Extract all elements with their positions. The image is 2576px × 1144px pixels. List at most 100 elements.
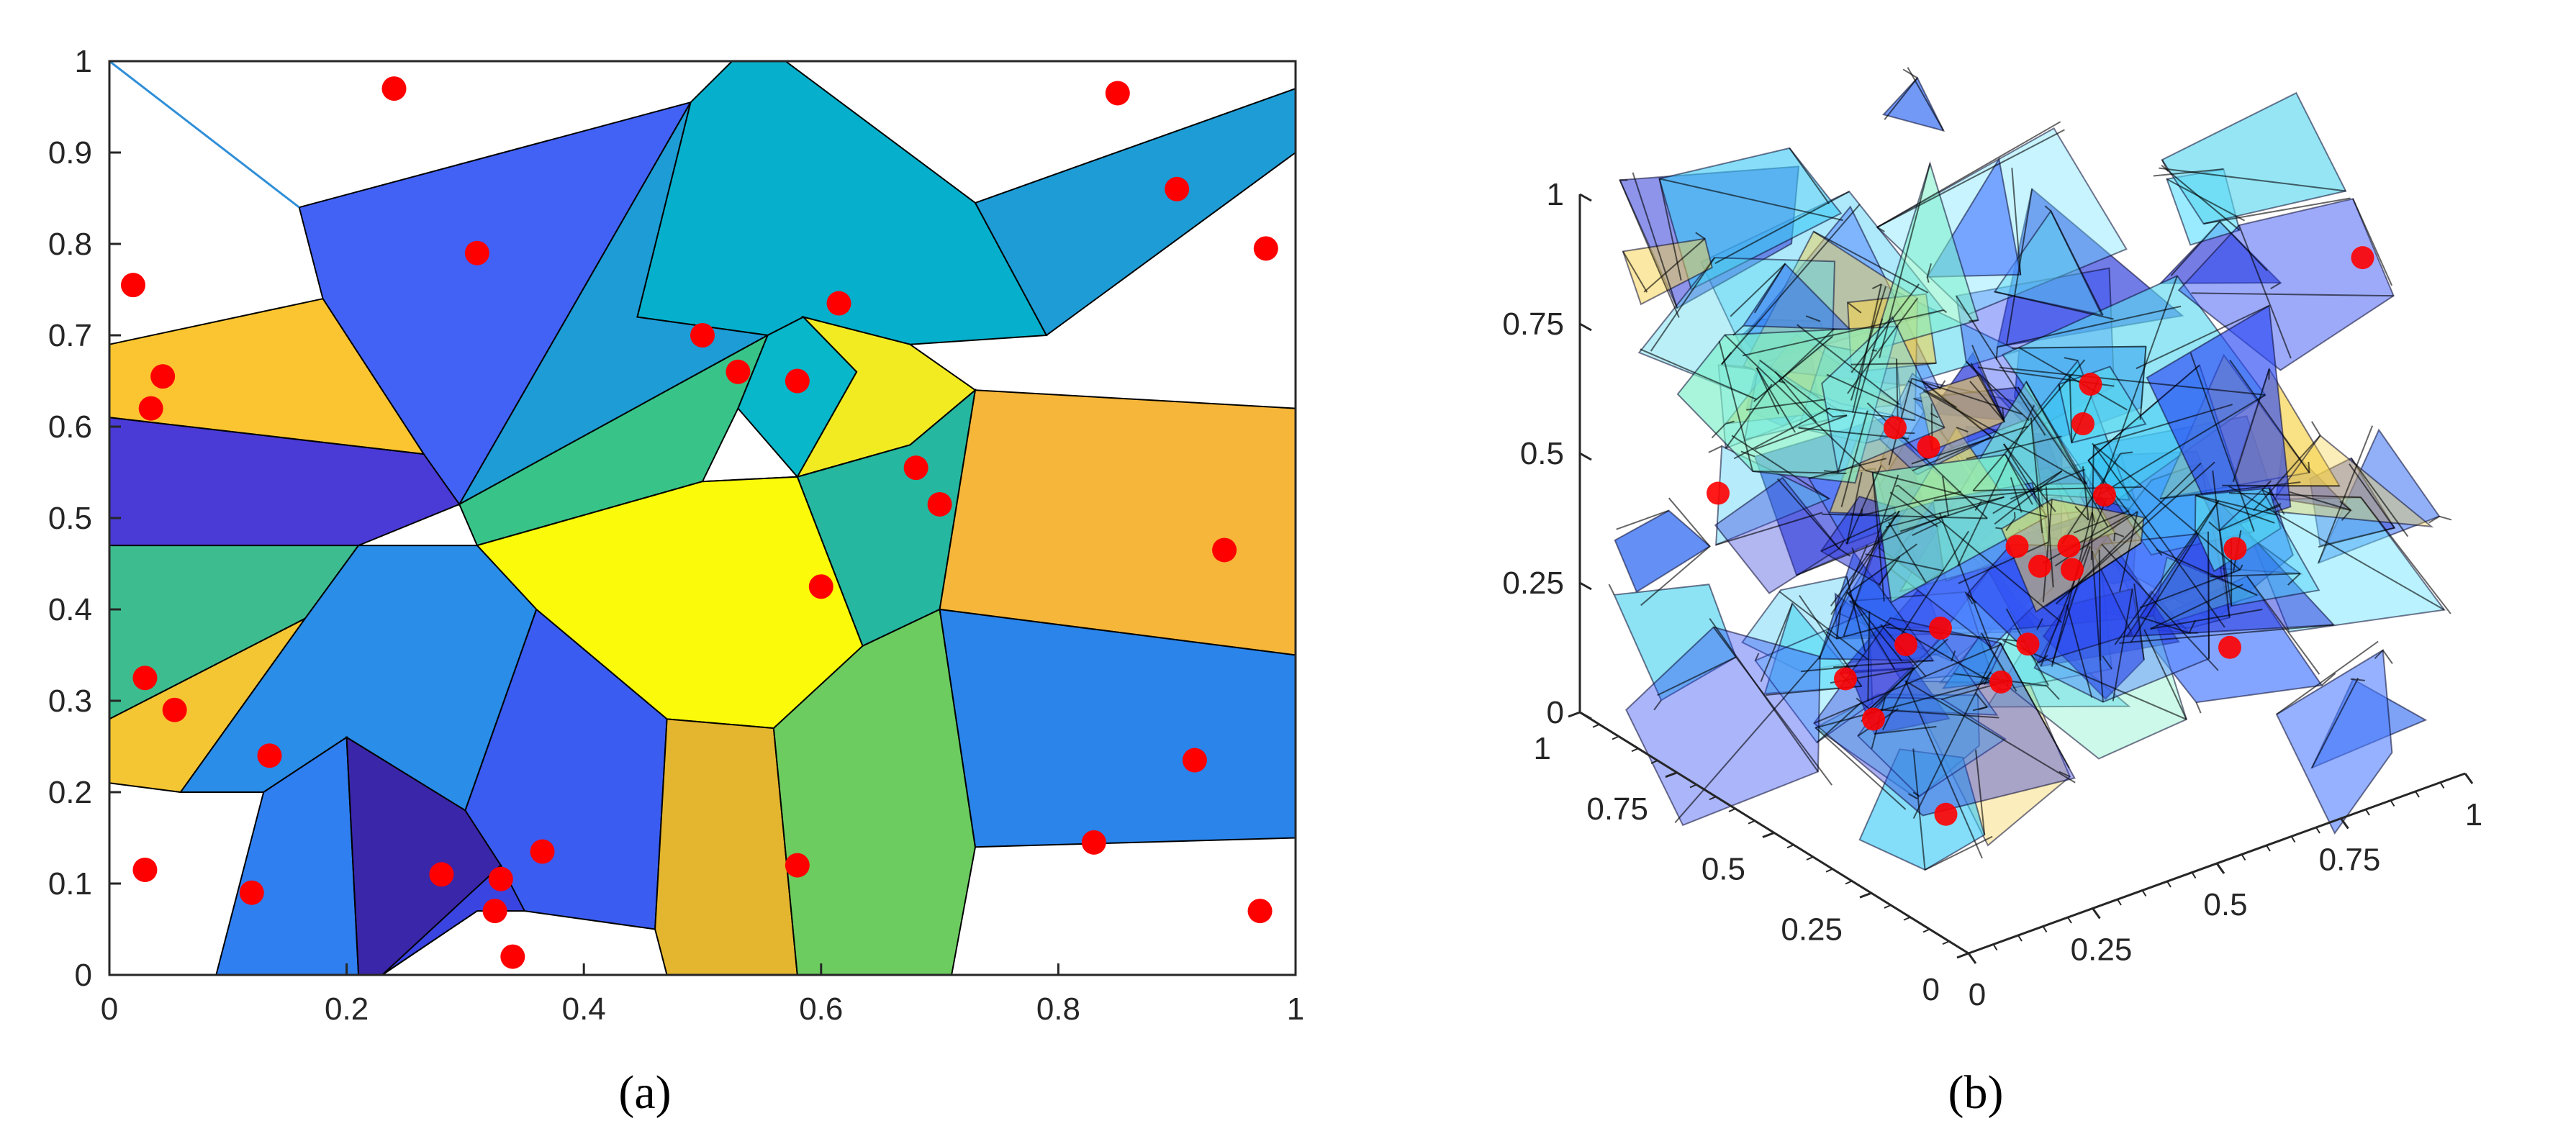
voronoi-cell-edge: [2030, 417, 2043, 534]
voronoi-cell-edge: [1797, 324, 1900, 406]
seed-point-3d: [1989, 670, 2012, 694]
voronoi-cell-edge: [2058, 771, 2071, 778]
seed-point: [138, 396, 163, 421]
voronoi-cell-edge: [1643, 238, 1706, 293]
voronoi-cell-edge: [2092, 442, 2241, 571]
voronoi-cell-edge: [2212, 470, 2231, 618]
voronoi-cell-edge: [2119, 624, 2334, 644]
voronoi-cell-edge: [1714, 191, 1850, 264]
voronoi-cell-edge: [1879, 163, 1931, 358]
right-axis-minor-tick: [2439, 781, 2445, 789]
seed-point: [785, 368, 810, 394]
voronoi-cell-edge: [2011, 168, 2022, 275]
voronoi-cell-edge: [1659, 178, 1844, 222]
left-axis-minor-tick: [1612, 735, 1619, 740]
panel-b-voronoi-3d: 0 0.25 0.5 0.75 1 0 0.25 0.5 0.75 1 0 0.25 0.5 0.75…: [1502, 67, 2482, 1119]
right-axis-tick-mark: [1967, 953, 1977, 964]
voronoi-cell-edge: [1905, 680, 2076, 784]
voronoi-cell-edge: [2374, 650, 2384, 659]
voronoi-cell-edge: [1907, 380, 1957, 409]
voronoi-cell-edge: [1632, 172, 1678, 309]
seed-point: [927, 491, 952, 517]
left-axis-minor-tick: [1592, 723, 1600, 728]
seed-point: [150, 364, 176, 389]
voronoi-cell-edge: [1912, 643, 2001, 820]
voronoi-cell-edge: [1725, 420, 1735, 425]
voronoi-cell-edge: [1926, 276, 1930, 283]
left-axis-minor-tick: [1709, 796, 1717, 801]
voronoi-cell-edge: [1881, 667, 1915, 730]
voronoi-cell-edge: [1653, 699, 1662, 711]
voronoi-cell-edge: [1886, 627, 2026, 643]
voronoi-cell-edge: [1753, 335, 1833, 402]
voronoi-cell-face: [1714, 476, 1840, 594]
voronoi-cell-edge: [1889, 491, 1938, 527]
voronoi-cell-edge: [2229, 359, 2310, 473]
voronoi-cell-edge: [1904, 681, 1983, 859]
voronoi-cell-edge: [1847, 301, 1862, 314]
voronoi-cell-edge: [1997, 305, 2182, 348]
voronoi-cell-edge: [2113, 532, 2116, 542]
right-axis-minor-tick: [2241, 853, 2246, 861]
y-tick-label: 0.2: [48, 775, 92, 810]
voronoi-cell-edge: [2153, 168, 2224, 177]
voronoi-cell-edge: [1711, 423, 1727, 439]
voronoi-cell-edge: [1885, 496, 2005, 528]
voronoi-cell-edge: [2195, 494, 2275, 524]
panel-a-voronoi-2d: 0 0.2 0.4 0.6 0.8 1 0 0.1 0.2 0.3 0.4 0.5 0.6 0.7 0.8…: [48, 44, 1304, 1119]
left-axis-minor-tick: [1845, 880, 1853, 885]
voronoi-cell-edge: [2093, 445, 2225, 628]
voronoi-cell-edge: [2382, 650, 2393, 664]
voronoi-cell-edge: [1867, 611, 1871, 702]
voronoi-cell-edge: [1809, 458, 1887, 479]
z-tick-mark: [1579, 581, 1592, 591]
x-tick-label: 0.4: [562, 991, 606, 1027]
voronoi-cell-edge: [2017, 386, 2083, 482]
voronoi-cell-edge: [1754, 414, 1848, 450]
seed-point: [488, 866, 513, 891]
seed-point-3d: [2061, 558, 2084, 581]
panel-a-edge-lines: [109, 60, 300, 209]
voronoi-cell-edge: [1884, 512, 1897, 521]
voronoi-cell-edge: [1849, 600, 1991, 682]
voronoi-cell-edge: [1774, 371, 1817, 423]
voronoi-cell-edge: [2321, 673, 2336, 686]
voronoi-cell-edge: [1724, 334, 1866, 471]
voronoi-cell-edge: [2228, 485, 2445, 611]
voronoi-cell-edge: [1900, 496, 2005, 532]
seed-point-3d: [2071, 412, 2094, 435]
voronoi-cell-edge: [1851, 547, 1855, 553]
right-axis-tick-label: 0: [1969, 977, 1986, 1012]
right-axis-tick-label: 0.25: [2071, 932, 2133, 968]
voronoi-cell-edge: [2311, 677, 2359, 768]
voronoi-cell-edge: [1913, 397, 1922, 402]
right-axis-minor-tick: [2290, 835, 2296, 843]
voronoi-cell-edge: [2246, 576, 2320, 675]
voronoi-cell-edge: [2166, 178, 2245, 222]
voronoi-cell: [381, 863, 526, 976]
voronoi-cell-edge: [2159, 167, 2346, 192]
panel-b-label: (b): [1948, 1066, 2004, 1119]
seed-point: [120, 273, 145, 298]
y-tick-label: 1: [75, 44, 92, 79]
voronoi-cell-face: [2125, 499, 2336, 637]
left-axis-tick-mark: [1665, 771, 1678, 778]
x-tick-label: 0: [101, 991, 118, 1027]
left-axis-tick-mark: [1762, 832, 1775, 838]
voronoi-cell-edge: [1760, 603, 1794, 682]
voronoi-cell-face: [1858, 748, 1986, 871]
voronoi-cell-edge: [1759, 359, 1835, 418]
voronoi-cell-edge: [1999, 366, 2266, 396]
left-axis-minor-tick: [1884, 904, 1892, 909]
right-axis-minor-tick: [2141, 889, 2147, 897]
voronoi-cell-face: [1625, 626, 1821, 827]
voronoi-cell-edge: [1979, 672, 1992, 686]
voronoi-cell-edge: [2045, 542, 2142, 607]
voronoi-cell-edge: [1835, 607, 1842, 639]
seed-point: [1081, 830, 1106, 855]
voronoi-cell-edge: [2189, 352, 2255, 532]
voronoi-cell-edge: [1943, 309, 1948, 314]
voronoi-cell-edge: [2150, 608, 2263, 630]
seed-point-3d: [1894, 633, 1917, 656]
right-axis-minor-tick: [2017, 935, 2023, 942]
